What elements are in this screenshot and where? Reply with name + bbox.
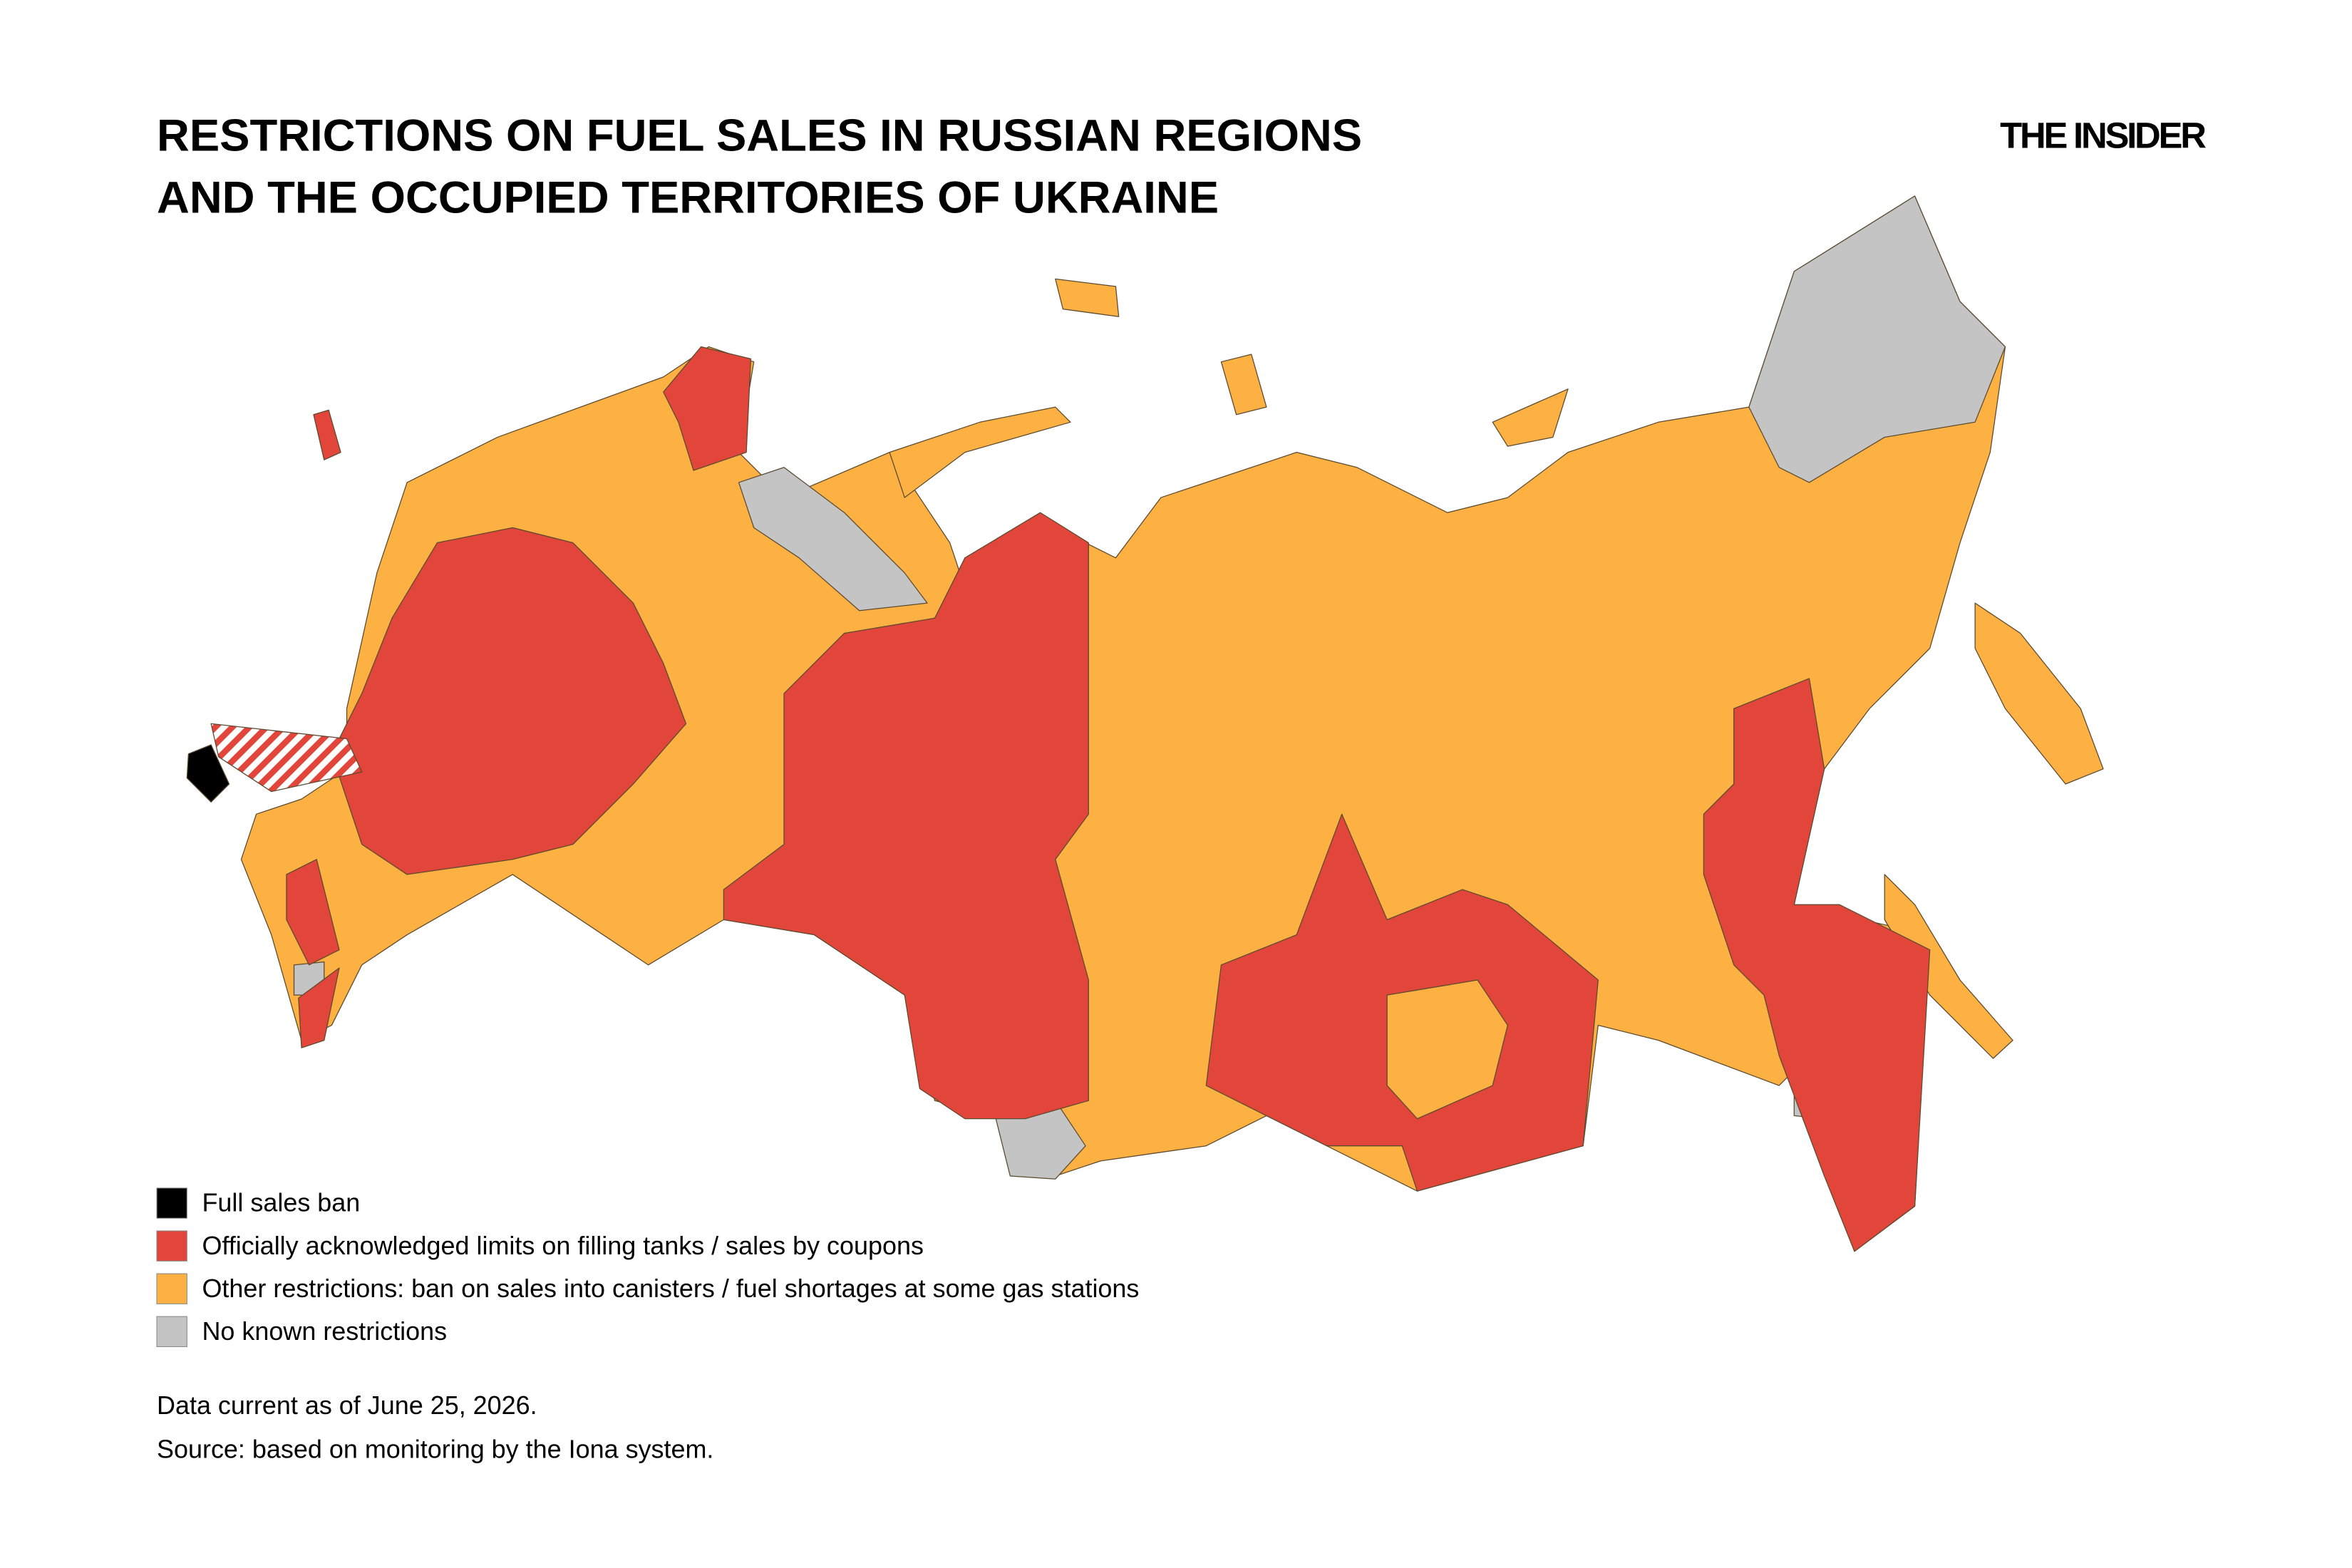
region [298,967,340,1048]
map [186,195,2104,1252]
region [1386,979,1509,1120]
region [313,409,341,460]
legend-swatch [156,1187,187,1219]
region [1974,602,2104,785]
legend-swatch [156,1273,187,1304]
region [1703,678,1931,1252]
legend-label: Full sales ban [202,1188,360,1217]
note: Data current as of June 25, 2026. [157,1391,537,1420]
logo: THE INSIDER [2000,115,2206,155]
legend-label: No known restrictions [202,1316,447,1346]
region [663,346,752,471]
region [1055,278,1120,317]
region [889,406,1071,498]
title-line: AND THE OCCUPIED TERRITORIES OF UKRAINE [157,172,1219,222]
region [1492,388,1569,447]
legend: Full sales ban Officially acknowledged li… [156,1187,1139,1347]
legend-label: Other restrictions: ban on sales into ca… [202,1274,1139,1303]
note: Source: based on monitoring by the Iona … [157,1435,713,1464]
region [286,859,340,966]
legend-swatch [156,1230,187,1262]
title-line: RESTRICTIONS ON FUEL SALES IN RUSSIAN RE… [157,111,1362,161]
occupied-region [210,723,363,793]
region [723,512,1089,1120]
region [186,744,230,803]
region [331,527,687,875]
region [1220,354,1267,416]
legend-label: Officially acknowledged limits on fillin… [202,1231,924,1260]
legend-swatch [156,1316,187,1347]
region [738,467,928,612]
region [1748,195,2006,483]
